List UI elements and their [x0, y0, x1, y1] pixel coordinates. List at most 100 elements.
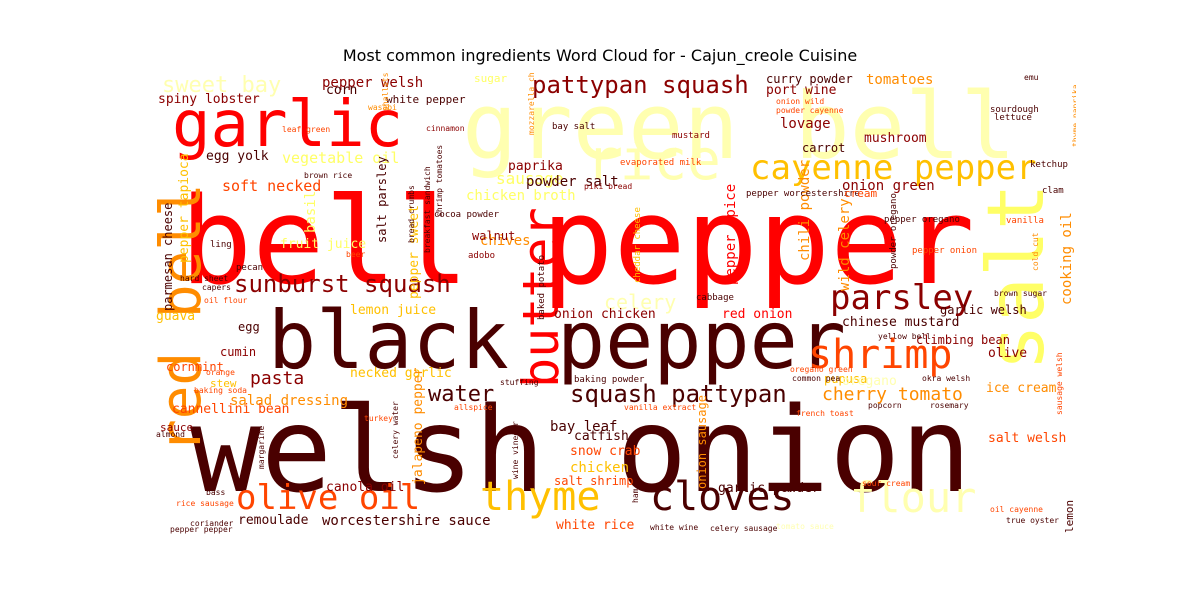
cloud-word: green bell — [462, 73, 1016, 180]
cloud-word: chinese mustard — [842, 315, 960, 330]
cloud-word: canola oil — [326, 480, 405, 495]
cloud-word: cocoa powder — [434, 210, 500, 220]
cloud-word: port wine — [766, 83, 837, 98]
cloud-word: parsley — [830, 278, 974, 318]
cloud-word: adobo — [468, 251, 496, 261]
cloud-word: cooking oil — [1059, 212, 1075, 305]
cloud-word: brown sugar — [994, 289, 1047, 298]
cloud-word: pattypan squash — [532, 73, 749, 99]
cloud-word: shallots — [381, 73, 390, 111]
cloud-word: climbing bean — [916, 333, 1010, 347]
cloud-word: snow crab — [570, 444, 641, 459]
cloud-word: tomato sauce — [776, 522, 834, 531]
cloud-word: chicken broth — [466, 188, 576, 204]
cloud-word: sourdough — [990, 105, 1039, 115]
cloud-word: margarine — [257, 425, 266, 469]
cloud-word: white rice — [556, 518, 635, 533]
cloud-word: beer — [346, 250, 366, 259]
cloud-word: emu — [1024, 73, 1039, 82]
cloud-word: yellow bell — [878, 332, 931, 341]
cloud-word: cayenne pepper — [750, 148, 1037, 188]
cloud-word: cherry tomato — [822, 384, 963, 405]
cloud-word: necked garlic — [350, 366, 452, 381]
cloud-word: stuffing — [500, 378, 539, 387]
cloud-word: olive oil — [236, 478, 421, 518]
cloud-word: egg yolk — [206, 149, 269, 164]
cloud-word: red onion — [722, 307, 793, 322]
cloud-word: almond — [156, 430, 185, 439]
cloud-word: powder cayenne — [776, 106, 844, 115]
cloud-word: guava — [156, 309, 196, 324]
cloud-word: lovage — [780, 116, 831, 132]
cloud-word: common pea — [792, 374, 841, 383]
cloud-word: cheddar cheese — [633, 207, 643, 283]
cloud-word: egg — [238, 320, 260, 334]
cloud-word: pecan — [236, 263, 264, 273]
cloud-word: cinnamon — [426, 124, 465, 133]
cloud-word: brown rice — [304, 171, 353, 180]
cloud-word: mushroom — [864, 131, 927, 146]
cloud-word: bread crumbs — [407, 185, 416, 243]
cloud-word: carrot — [802, 141, 846, 155]
cloud-word: salt parsley — [375, 156, 389, 243]
cloud-word: oil flour — [204, 296, 248, 305]
cloud-word: pepper pepper — [170, 525, 233, 534]
cloud-word: rice sausage — [176, 499, 234, 508]
cloud-word: mozzarella cheese — [527, 73, 536, 135]
cloud-word: sausage — [496, 169, 564, 188]
cloud-word: french toast — [796, 409, 854, 418]
cloud-word: oregano green — [790, 365, 853, 374]
cloud-word: white wine — [650, 523, 699, 532]
cloud-word: garlic — [172, 88, 404, 162]
cloud-word: basil — [303, 190, 319, 233]
cloud-word: vanilla extract — [624, 403, 697, 412]
cloud-word: lettuce — [994, 113, 1032, 123]
cloud-word: wasabi — [368, 103, 397, 112]
cloud-word: powder salt — [526, 174, 619, 190]
cloud-word: bay leaf — [550, 419, 618, 435]
cloud-word: olive — [988, 346, 1028, 361]
cloud-word: sausage welsh — [1055, 352, 1064, 415]
cloud-word: onion sausage — [695, 395, 709, 489]
cloud-word: squash pattypan — [570, 380, 787, 408]
cloud-word: wild celery — [837, 198, 853, 291]
cloud-word: white pepper — [386, 93, 466, 106]
cloud-word: pepper worcestershire — [746, 189, 860, 199]
word-cloud: welsh onion bell pepper black pepper green … — [150, 73, 1076, 536]
cloud-word: onion chicken — [554, 307, 656, 322]
cloud-word: paprika — [508, 159, 563, 174]
cloud-word: rosemary — [930, 401, 969, 410]
cloud-word: ketchup — [1030, 160, 1068, 170]
cloud-word: piki bread — [584, 182, 633, 191]
cloud-word: pepper tapioca — [177, 153, 192, 263]
cloud-word: oil cayenne — [990, 505, 1043, 514]
cloud-word: black pepper — [268, 294, 846, 387]
plot-title: Most common ingredients Word Cloud for -… — [342, 46, 858, 65]
cloud-word: cumin — [220, 345, 257, 359]
cloud-word: sweet bay — [162, 73, 282, 98]
cloud-word: corn — [326, 83, 358, 98]
cloud-word: rice — [586, 128, 721, 193]
cloud-word: pepper onion — [912, 246, 978, 256]
cloud-word: ham — [631, 488, 640, 503]
cloud-word: bass — [206, 488, 226, 497]
cloud-word: water — [428, 382, 495, 407]
cloud-word: soft necked — [222, 177, 322, 195]
cloud-word: cornmint — [166, 360, 224, 374]
cloud-word: baking soda — [194, 386, 247, 395]
cloud-word: tomatoes — [866, 73, 934, 88]
cloud-word: celery — [604, 290, 677, 314]
cloud-word: oregano — [842, 374, 897, 389]
cloud-word: salt welsh — [988, 431, 1067, 446]
cloud-word: fruit juice — [280, 237, 367, 252]
cloud-word: mustard — [672, 131, 710, 141]
cloud-word: chicken — [570, 460, 630, 476]
cloud-word: welsh onion — [190, 381, 972, 519]
cloud-word: lemon juice — [350, 303, 437, 318]
cloud-word: wine vinegar — [511, 421, 520, 479]
cloud-word: parmesan cheese — [161, 202, 175, 311]
cloud-word: shrimp tomatoes — [435, 144, 444, 217]
cloud-word: cloves — [650, 474, 795, 520]
cloud-word: sauce — [160, 421, 194, 434]
